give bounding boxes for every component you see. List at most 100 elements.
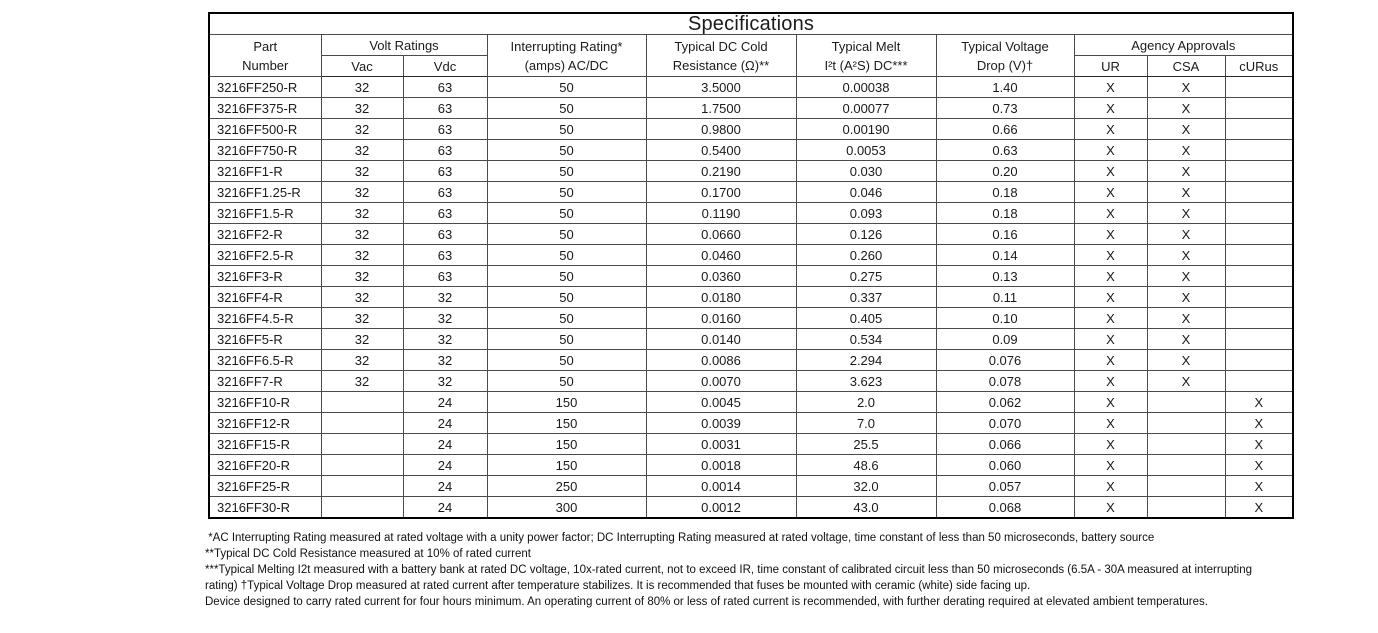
csa-approval-cell: X: [1146, 328, 1226, 350]
table-row: 3216FF15-R 24 150 0.0031 25.5 0.066 X X: [208, 433, 1294, 455]
col-header-drop-line2: Drop (V)†: [976, 57, 1034, 73]
curus-approval-cell: [1224, 265, 1294, 287]
vac-cell: 32: [320, 349, 404, 371]
csa-approval-cell: [1146, 412, 1226, 434]
part-number-cell: 3216FF15-R: [208, 433, 322, 455]
dc-cold-resistance-cell: 3.5000: [645, 76, 797, 98]
part-number-cell: 3216FF500-R: [208, 118, 322, 140]
dc-cold-resistance-cell: 0.2190: [645, 160, 797, 182]
csa-approval-cell: X: [1146, 160, 1226, 182]
interrupting-rating-cell: 50: [486, 265, 647, 287]
dc-cold-resistance-cell: 0.5400: [645, 139, 797, 161]
curus-approval-cell: X: [1224, 475, 1294, 497]
part-number-cell: 3216FF2-R: [208, 223, 322, 245]
dc-cold-resistance-cell: 0.0460: [645, 244, 797, 266]
curus-approval-cell: X: [1224, 391, 1294, 413]
table-row: 3216FF2.5-R 32 63 50 0.0460 0.260 0.14 X X: [208, 244, 1294, 266]
col-header-melt-line2: I²t (A²S) DC***: [824, 57, 908, 73]
vdc-cell: 63: [402, 181, 488, 203]
table-row: 3216FF20-R 24 150 0.0018 48.6 0.060 X X: [208, 454, 1294, 476]
part-number-cell: 3216FF7-R: [208, 370, 322, 392]
voltage-drop-cell: 0.14: [935, 244, 1075, 266]
specifications-table: Specifications Part Number Volt Ratings …: [208, 12, 1295, 519]
ur-approval-cell: X: [1073, 181, 1148, 203]
vdc-cell: 63: [402, 118, 488, 140]
melt-i2t-cell: 0.534: [795, 328, 937, 350]
curus-approval-cell: [1224, 349, 1294, 371]
curus-approval-cell: [1224, 160, 1294, 182]
voltage-drop-cell: 0.062: [935, 391, 1075, 413]
table-row: 3216FF3-R 32 63 50 0.0360 0.275 0.13 X X: [208, 265, 1294, 287]
dc-cold-resistance-cell: 0.0014: [645, 475, 797, 497]
vac-cell: [320, 475, 404, 497]
interrupting-rating-cell: 50: [486, 202, 647, 224]
col-header-volt-ratings: Volt Ratings: [320, 34, 488, 56]
dc-cold-resistance-cell: 0.0018: [645, 454, 797, 476]
melt-i2t-cell: 0.405: [795, 307, 937, 329]
vdc-cell: 32: [402, 349, 488, 371]
col-header-vac: Vac: [320, 55, 404, 77]
ur-approval-cell: X: [1073, 160, 1148, 182]
interrupting-rating-cell: 50: [486, 181, 647, 203]
voltage-drop-cell: 0.060: [935, 454, 1075, 476]
dc-cold-resistance-cell: 0.0180: [645, 286, 797, 308]
col-header-dc-cold-resistance: Typical DC Cold Resistance (Ω)**: [645, 34, 797, 77]
vdc-cell: 63: [402, 160, 488, 182]
part-number-cell: 3216FF6.5-R: [208, 349, 322, 371]
vac-cell: 32: [320, 118, 404, 140]
col-header-part-number-line1: Part: [253, 38, 278, 54]
vac-cell: 32: [320, 328, 404, 350]
footnote-line: Device designed to carry rated current f…: [205, 596, 1208, 608]
vdc-cell: 24: [402, 433, 488, 455]
melt-i2t-cell: 3.623: [795, 370, 937, 392]
voltage-drop-cell: 0.11: [935, 286, 1075, 308]
part-number-cell: 3216FF20-R: [208, 454, 322, 476]
vac-cell: 32: [320, 307, 404, 329]
vac-cell: 32: [320, 139, 404, 161]
ur-approval-cell: X: [1073, 349, 1148, 371]
curus-approval-cell: [1224, 370, 1294, 392]
voltage-drop-cell: 0.13: [935, 265, 1075, 287]
voltage-drop-cell: 0.078: [935, 370, 1075, 392]
interrupting-rating-cell: 50: [486, 118, 647, 140]
ur-approval-cell: X: [1073, 391, 1148, 413]
vdc-cell: 63: [402, 244, 488, 266]
csa-approval-cell: X: [1146, 202, 1226, 224]
curus-approval-cell: [1224, 76, 1294, 98]
csa-approval-cell: X: [1146, 181, 1226, 203]
col-header-part-number: Part Number: [208, 34, 322, 77]
ur-approval-cell: X: [1073, 412, 1148, 434]
voltage-drop-cell: 0.18: [935, 202, 1075, 224]
csa-approval-cell: X: [1146, 97, 1226, 119]
interrupting-rating-cell: 250: [486, 475, 647, 497]
dc-cold-resistance-cell: 0.0031: [645, 433, 797, 455]
footnotes: *AC Interrupting Rating measured at rate…: [205, 530, 1375, 610]
col-header-interrupting-rating: Interrupting Rating* (amps) AC/DC: [486, 34, 647, 77]
melt-i2t-cell: 0.00038: [795, 76, 937, 98]
curus-approval-cell: [1224, 181, 1294, 203]
melt-i2t-cell: 2.294: [795, 349, 937, 371]
csa-approval-cell: [1146, 454, 1226, 476]
vac-cell: 32: [320, 76, 404, 98]
melt-i2t-cell: 7.0: [795, 412, 937, 434]
vdc-cell: 32: [402, 286, 488, 308]
voltage-drop-cell: 1.40: [935, 76, 1075, 98]
csa-approval-cell: X: [1146, 244, 1226, 266]
voltage-drop-cell: 0.057: [935, 475, 1075, 497]
part-number-cell: 3216FF10-R: [208, 391, 322, 413]
vdc-cell: 63: [402, 76, 488, 98]
table-row: 3216FF1.5-R 32 63 50 0.1190 0.093 0.18 X X: [208, 202, 1294, 224]
table-row: 3216FF6.5-R 32 32 50 0.0086 2.294 0.076 X X: [208, 349, 1294, 371]
melt-i2t-cell: 0.337: [795, 286, 937, 308]
curus-approval-cell: [1224, 139, 1294, 161]
vdc-cell: 24: [402, 454, 488, 476]
table-row: 3216FF7-R 32 32 50 0.0070 3.623 0.078 X X: [208, 370, 1294, 392]
melt-i2t-cell: 0.046: [795, 181, 937, 203]
voltage-drop-cell: 0.63: [935, 139, 1075, 161]
table-row: 3216FF750-R 32 63 50 0.5400 0.0053 0.63 X X: [208, 139, 1294, 161]
voltage-drop-cell: 0.66: [935, 118, 1075, 140]
ur-approval-cell: X: [1073, 244, 1148, 266]
vac-cell: 32: [320, 286, 404, 308]
interrupting-rating-cell: 150: [486, 454, 647, 476]
part-number-cell: 3216FF1-R: [208, 160, 322, 182]
